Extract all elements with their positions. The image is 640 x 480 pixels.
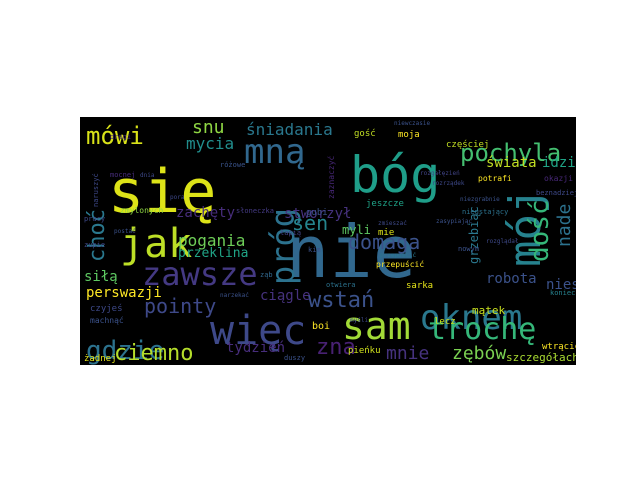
cloud-word: wtrącić bbox=[542, 341, 576, 352]
cloud-word: siłą bbox=[84, 269, 118, 285]
cloud-word: pora bbox=[170, 194, 185, 201]
cloud-word: gość bbox=[354, 128, 376, 139]
cloud-word: pracy bbox=[84, 215, 105, 223]
cloud-word: bóg bbox=[350, 146, 440, 204]
cloud-word: beznadziejny bbox=[536, 189, 576, 197]
cloud-word: trochę bbox=[428, 312, 536, 347]
cloud-word: jak bbox=[120, 221, 192, 267]
cloud-word: zachęty bbox=[176, 205, 235, 221]
cloud-word: zaznaczyć bbox=[326, 155, 336, 199]
cloud-word: zasypiając bbox=[436, 218, 473, 225]
cloud-word: nowym bbox=[458, 245, 479, 253]
cloud-word: gdzie bbox=[86, 336, 164, 365]
cloud-word: zupie bbox=[84, 241, 105, 249]
cloud-word: się bbox=[108, 157, 216, 227]
cloud-word: boi bbox=[312, 321, 330, 332]
cloud-word: przepuścić bbox=[376, 259, 424, 269]
cloud-word: myśli bbox=[350, 317, 368, 324]
cloud-word: próg bbox=[264, 208, 302, 285]
cloud-word: koniec bbox=[550, 289, 575, 297]
cloud-word: dnia bbox=[140, 172, 155, 179]
cloud-word: pointy bbox=[144, 294, 216, 318]
cloud-word: stworzył bbox=[284, 206, 351, 222]
cloud-word: zmylonych bbox=[120, 206, 164, 215]
cloud-word: domaga bbox=[348, 230, 420, 254]
cloud-word: sam bbox=[342, 304, 411, 348]
cloud-word: nie bbox=[286, 210, 416, 294]
cloud-word: oknem bbox=[420, 298, 522, 338]
cloud-word: idzie bbox=[542, 155, 576, 171]
cloud-word: pochyla bbox=[460, 139, 561, 167]
cloud-word: pogania bbox=[178, 231, 245, 250]
cloud-word: duszy bbox=[284, 354, 305, 362]
cloud-word: mój bbox=[500, 188, 551, 267]
cloud-word: mycia bbox=[186, 134, 234, 153]
cloud-word: okazji bbox=[544, 174, 573, 183]
cloud-word: więc bbox=[210, 308, 306, 354]
cloud-word: sarka bbox=[406, 281, 433, 291]
cloud-word: myli bbox=[342, 223, 371, 237]
cloud-word: przeklina bbox=[178, 246, 248, 261]
cloud-word: niewczasie bbox=[394, 120, 431, 127]
cloud-word: rozrządek bbox=[432, 180, 465, 187]
cloud-word: niezgrabnie bbox=[460, 196, 500, 203]
cloud-word: perswazji bbox=[86, 285, 162, 301]
cloud-word: niesporo bbox=[546, 277, 576, 293]
cloud-word: postać bbox=[114, 228, 136, 235]
cloud-word: mną bbox=[244, 132, 305, 172]
cloud-word: nade bbox=[554, 204, 575, 247]
cloud-word: przepuścić bbox=[380, 252, 417, 259]
cloud-word: wstań bbox=[308, 288, 374, 313]
word-cloud: się nie bóg mój jak sam oknem trochę więc zawsze g… bbox=[80, 117, 576, 365]
cloud-word: słoneczka bbox=[236, 207, 274, 215]
cloud-word: moja bbox=[398, 130, 420, 140]
cloud-word: rozgałęzień bbox=[420, 170, 460, 177]
cloud-word: mówi bbox=[86, 122, 144, 150]
cloud-word: naruszyć bbox=[92, 173, 100, 207]
cloud-word: łapią bbox=[280, 229, 301, 237]
cloud-word: mnie bbox=[386, 343, 429, 364]
cloud-word: potrafi bbox=[478, 174, 512, 183]
cloud-word: machnąć bbox=[90, 315, 124, 325]
cloud-word: śniadania bbox=[246, 120, 333, 139]
cloud-word: otwiera bbox=[326, 281, 356, 289]
cloud-word: lecz bbox=[434, 317, 456, 327]
cloud-word: pieńku bbox=[348, 346, 381, 356]
cloud-word: zawsze bbox=[142, 255, 258, 293]
cloud-word: ciągle bbox=[260, 288, 311, 304]
cloud-word: gubi bbox=[306, 208, 328, 218]
cloud-word: snu bbox=[192, 117, 225, 138]
cloud-word: świata bbox=[486, 155, 537, 171]
cloud-word: grzebiąc bbox=[467, 206, 481, 264]
cloud-word: rozglądał bbox=[486, 238, 519, 245]
cloud-word: ząb bbox=[260, 271, 273, 279]
cloud-word: sen bbox=[292, 211, 328, 235]
cloud-word: czyjeś bbox=[90, 303, 123, 314]
cloud-word: kim bbox=[308, 246, 321, 254]
cloud-word: drogi bbox=[110, 133, 131, 141]
cloud-word: różowe bbox=[220, 161, 245, 169]
cloud-word: dość bbox=[525, 199, 555, 262]
cloud-word: jeszcze bbox=[366, 199, 404, 209]
cloud-word: robota bbox=[486, 271, 537, 287]
cloud-word: narzekać bbox=[220, 292, 249, 299]
cloud-word: zna bbox=[316, 335, 356, 360]
cloud-word: nieustający bbox=[462, 208, 508, 216]
cloud-word: mątek bbox=[472, 304, 505, 317]
cloud-word: częściej bbox=[446, 139, 489, 150]
cloud-word: szczegółach bbox=[506, 351, 576, 364]
cloud-word: żadnej bbox=[84, 354, 117, 364]
cloud-word: zębów bbox=[452, 343, 506, 364]
cloud-word: ciemno bbox=[114, 341, 193, 365]
cloud-word: choć bbox=[85, 209, 110, 262]
cloud-word: mocnej bbox=[110, 171, 135, 179]
cloud-word: mie bbox=[378, 228, 394, 238]
cloud-word: zmieszać bbox=[378, 220, 407, 227]
cloud-word: tydzień bbox=[226, 340, 285, 356]
